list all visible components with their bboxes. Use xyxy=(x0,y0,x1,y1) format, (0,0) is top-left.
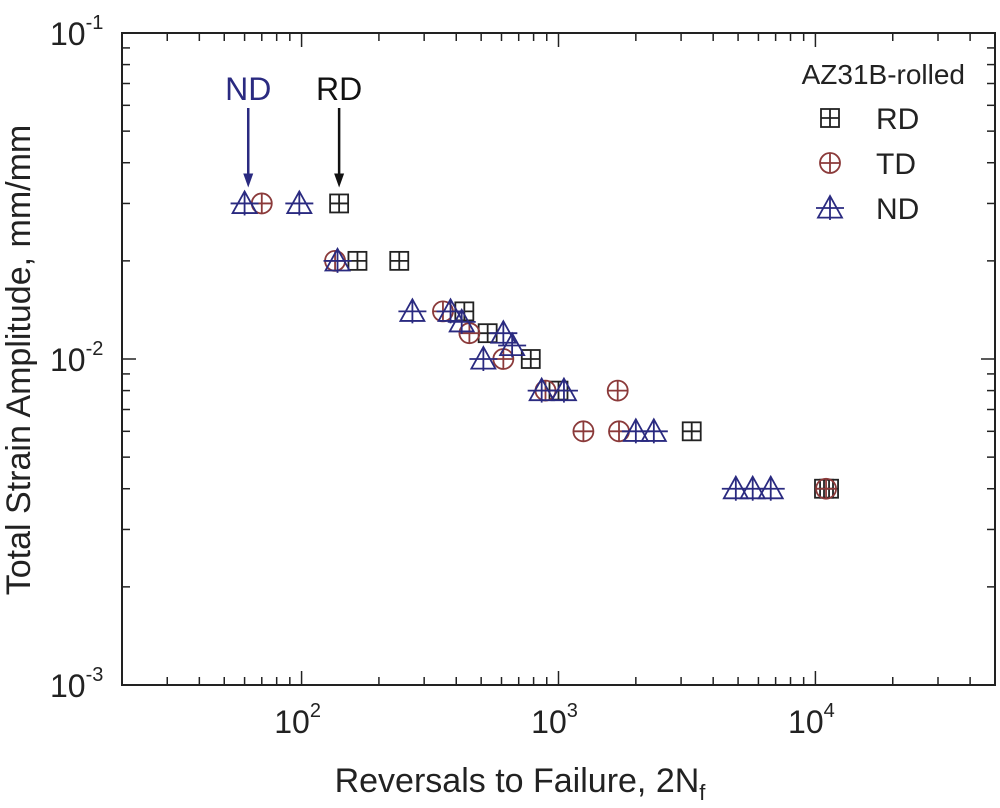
data-point-td xyxy=(815,477,837,500)
data-point-nd xyxy=(756,474,785,501)
y-tick-exponent: -3 xyxy=(86,664,104,686)
y-tick-label: 10-1 xyxy=(50,12,103,52)
y-tick-base: 10 xyxy=(50,342,86,378)
legend-item-td: TD xyxy=(819,148,916,181)
legend-label: RD xyxy=(876,103,919,136)
y-tick-base: 10 xyxy=(50,668,86,704)
data-point-nd xyxy=(398,297,427,324)
y-tick-exponent: -1 xyxy=(86,12,104,34)
data-point-td xyxy=(572,420,595,443)
x-tick-label: 104 xyxy=(788,700,835,740)
data-point-nd xyxy=(230,189,259,216)
data-point-nd xyxy=(285,189,314,216)
data-point-rd xyxy=(389,250,410,271)
data-point-nd xyxy=(549,376,578,403)
x-tick-base: 10 xyxy=(788,704,824,740)
x-tick-exponent: 3 xyxy=(567,700,578,722)
x-axis-label: Reversals to Failure, 2Nf xyxy=(335,762,707,805)
data-points xyxy=(230,189,839,501)
y-tick-label: 10-3 xyxy=(50,664,103,704)
x-axis-label-subscript: f xyxy=(699,780,706,805)
annotation-label: RD xyxy=(316,71,362,107)
x-axis-label-main: Reversals to Failure, 2N xyxy=(335,762,700,800)
data-point-nd xyxy=(469,345,498,371)
legend-marker-nd xyxy=(816,194,844,220)
plot-frame xyxy=(121,32,996,686)
axis-ticks xyxy=(121,33,996,686)
data-point-nd xyxy=(639,417,668,444)
x-tick-base: 10 xyxy=(274,704,310,740)
legend-marker-rd xyxy=(820,108,840,128)
legend-label: ND xyxy=(876,193,919,226)
y-axis-label: Total Strain Amplitude, mm/mm xyxy=(0,125,38,595)
annotation-arrow-head xyxy=(243,173,254,188)
legend-item-rd: RD xyxy=(820,103,919,136)
legend-title: AZ31B-rolled xyxy=(802,59,965,90)
annotation-label: ND xyxy=(225,71,271,107)
x-tick-exponent: 2 xyxy=(310,700,321,722)
data-point-rd xyxy=(329,193,350,214)
axes xyxy=(121,32,996,686)
data-point-rd xyxy=(681,421,702,442)
legend-marker-td xyxy=(819,152,841,174)
legend-label: TD xyxy=(876,148,916,181)
legend: AZ31B-rolled RD TD ND xyxy=(802,59,965,226)
y-tick-label: 10-2 xyxy=(50,338,103,378)
data-point-nd xyxy=(447,308,476,334)
x-tick-base: 10 xyxy=(531,704,567,740)
y-tick-exponent: -2 xyxy=(86,338,104,360)
x-tick-label: 102 xyxy=(274,700,321,740)
data-point-nd xyxy=(323,247,352,273)
legend-item-nd: ND xyxy=(816,193,919,226)
annotation-arrow-head xyxy=(334,173,345,188)
data-point-rd xyxy=(520,349,541,369)
annotations: ND RD xyxy=(225,71,362,188)
data-point-td xyxy=(606,379,629,402)
x-tick-exponent: 4 xyxy=(824,700,835,722)
y-tick-base: 10 xyxy=(50,16,86,52)
data-point-nd xyxy=(498,331,527,358)
x-tick-label: 103 xyxy=(531,700,578,740)
